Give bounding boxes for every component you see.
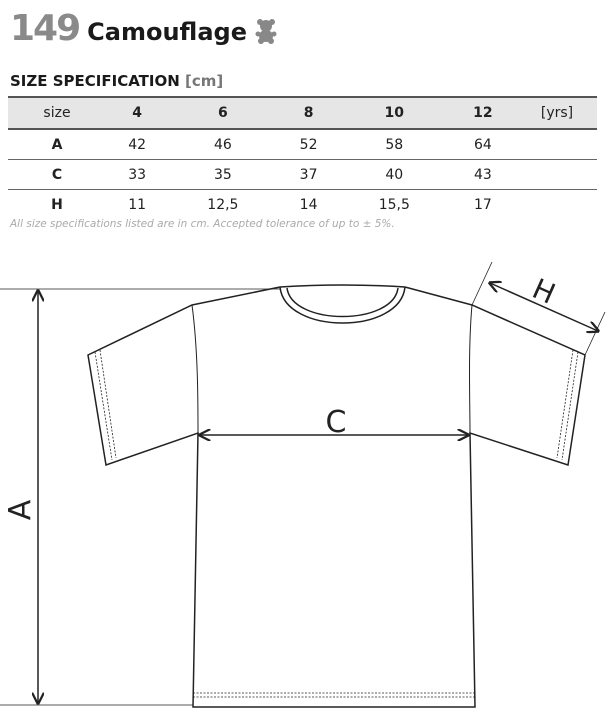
table-header-row: size 4 6 8 10 12 [yrs] [8, 97, 597, 129]
cell: 43 [473, 166, 492, 183]
cell: 42 [128, 136, 147, 153]
h-guide [471, 261, 493, 306]
size-col: 8 [277, 97, 340, 129]
size-table: size 4 6 8 10 12 [yrs] A 42 46 52 58 64 … [8, 96, 597, 219]
size-col: 4 [106, 97, 169, 129]
row-label: H [51, 196, 63, 213]
table-row: A 42 46 52 58 64 [8, 129, 597, 160]
size-label: size [8, 97, 106, 129]
cell-empty [517, 129, 597, 160]
cell-empty [517, 190, 597, 220]
product-title: 149 Camouflage [10, 8, 277, 49]
sleeve-seams [191, 304, 473, 434]
spec-title-text: SIZE SPECIFICATION [10, 72, 180, 90]
collar [279, 286, 406, 324]
cell: 37 [299, 166, 318, 183]
cell: 35 [213, 166, 232, 183]
cell: 12,5 [207, 196, 239, 213]
cell: 58 [385, 136, 404, 153]
h-guide [584, 311, 606, 356]
product-number: 149 [10, 8, 81, 49]
cell: 15,5 [378, 196, 410, 213]
label-a: A [3, 499, 38, 520]
cell: 40 [385, 166, 404, 183]
h-arrow [490, 283, 598, 331]
cell: 14 [299, 196, 318, 213]
cell: 33 [128, 166, 147, 183]
teddy-bear-icon [255, 19, 277, 44]
table-row: C 33 35 37 40 43 [8, 160, 597, 190]
cell: 52 [299, 136, 318, 153]
label-h: H [528, 272, 561, 311]
product-name: Camouflage [87, 18, 247, 46]
label-c: C [326, 405, 347, 440]
cell-empty [517, 160, 597, 190]
size-unit: [yrs] [517, 97, 597, 129]
hem-stitching [193, 692, 475, 698]
cell: 11 [128, 196, 147, 213]
row-label: C [51, 166, 63, 183]
tshirt-diagram: A C H [0, 261, 606, 708]
tolerance-note: All size specifications listed are in cm… [10, 218, 395, 230]
spec-unit: [cm] [185, 72, 224, 90]
cell: 46 [213, 136, 232, 153]
spec-title: SIZE SPECIFICATION [cm] [10, 72, 223, 90]
row-label: A [51, 136, 63, 153]
size-col: 12 [448, 97, 517, 129]
collar-back [279, 284, 406, 288]
tshirt-outline [87, 286, 586, 708]
size-col: 6 [168, 97, 278, 129]
cell: 64 [473, 136, 492, 153]
size-col: 10 [339, 97, 449, 129]
table-row: H 11 12,5 14 15,5 17 [8, 190, 597, 220]
cell: 17 [473, 196, 492, 213]
